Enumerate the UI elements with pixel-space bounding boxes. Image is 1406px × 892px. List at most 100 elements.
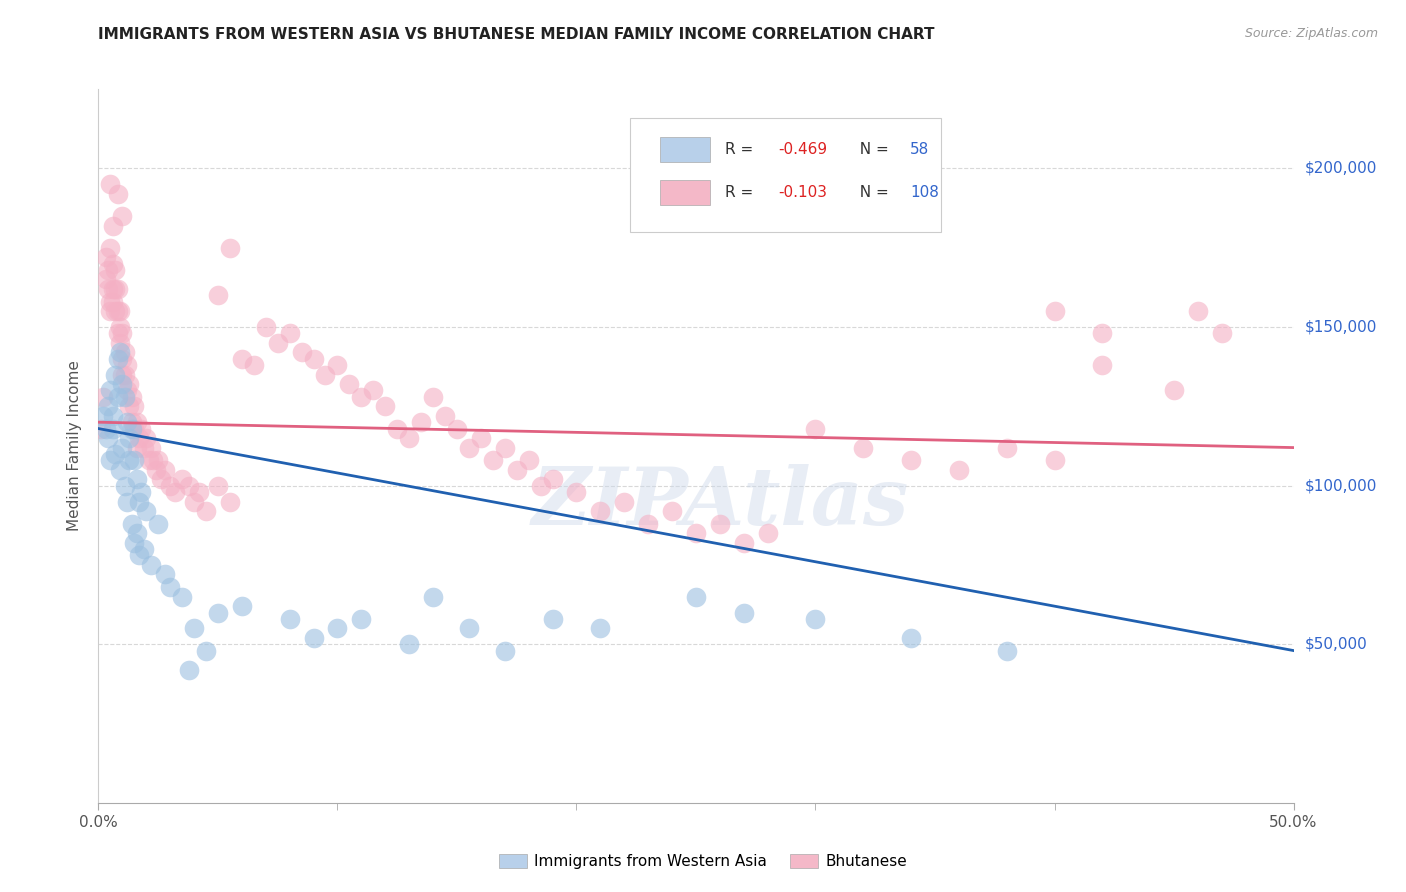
FancyBboxPatch shape [630,118,941,232]
Point [517,453,540,467]
Text: R =: R = [724,186,758,200]
Point [145,463,167,477]
Point [111,209,134,223]
Point [98,294,122,309]
Point [302,351,325,366]
Point [254,320,277,334]
Point [115,494,138,508]
Point [97,431,120,445]
Point [111,351,134,366]
Point [422,390,444,404]
Point [506,463,529,477]
Point [470,431,492,445]
Point [163,485,186,500]
Point [995,441,1018,455]
Point [124,400,146,414]
Text: -0.469: -0.469 [779,143,828,157]
Point [187,485,209,500]
Point [97,400,120,414]
Point [101,219,124,233]
Point [494,441,516,455]
FancyBboxPatch shape [661,137,710,162]
Point [104,447,127,461]
Point [115,415,138,429]
Point [541,472,564,486]
Point [97,282,120,296]
Point [142,453,165,467]
Text: ZIPAtlas: ZIPAtlas [531,465,908,541]
Point [115,358,138,372]
Point [948,463,970,477]
Point [107,282,129,296]
Point [315,368,337,382]
Point [159,580,181,594]
Point [155,463,177,477]
Point [125,472,148,486]
Point [98,241,122,255]
Point [104,304,127,318]
Point [94,421,117,435]
Point [114,478,136,492]
Point [114,390,136,404]
Point [337,377,360,392]
Point [124,535,146,549]
Point [121,415,143,429]
Point [900,631,922,645]
Point [121,516,143,531]
Text: N =: N = [851,143,894,157]
Point [207,288,229,302]
Point [267,335,290,350]
Point [529,478,551,492]
Text: IMMIGRANTS FROM WESTERN ASIA VS BHUTANESE MEDIAN FAMILY INCOME CORRELATION CHART: IMMIGRANTS FROM WESTERN ASIA VS BHUTANES… [98,27,935,42]
Point [278,326,301,341]
Point [118,431,141,445]
Point [302,631,325,645]
Point [101,282,124,296]
Point [661,504,683,518]
Text: 58: 58 [910,143,929,157]
Point [101,409,124,423]
Point [637,516,659,531]
Text: 108: 108 [910,186,939,200]
Text: N =: N = [851,186,894,200]
FancyBboxPatch shape [661,180,710,205]
Point [194,504,217,518]
Point [118,377,141,392]
Point [104,282,127,296]
Point [589,621,612,635]
Point [111,368,134,382]
Point [139,558,162,572]
Point [97,263,120,277]
Point [183,621,205,635]
Text: $50,000: $50,000 [1305,637,1368,652]
Point [101,257,124,271]
Point [135,504,157,518]
Point [1091,358,1114,372]
Point [104,263,127,277]
Point [481,453,505,467]
Point [709,516,731,531]
Point [148,516,170,531]
Point [398,431,420,445]
Point [111,377,134,392]
Point [278,612,301,626]
Point [326,621,349,635]
Point [900,453,922,467]
Point [995,643,1018,657]
Point [108,345,131,359]
Legend: Immigrants from Western Asia, Bhutanese: Immigrants from Western Asia, Bhutanese [494,848,912,875]
Point [125,415,148,429]
Point [155,567,177,582]
Point [107,351,129,366]
Point [94,250,117,264]
Text: $200,000: $200,000 [1305,161,1376,176]
Point [91,409,114,423]
Point [207,606,229,620]
Point [91,390,114,404]
Text: $100,000: $100,000 [1305,478,1376,493]
Point [733,606,755,620]
Point [125,441,148,455]
Text: $150,000: $150,000 [1305,319,1376,334]
Point [104,368,127,382]
Point [179,663,201,677]
